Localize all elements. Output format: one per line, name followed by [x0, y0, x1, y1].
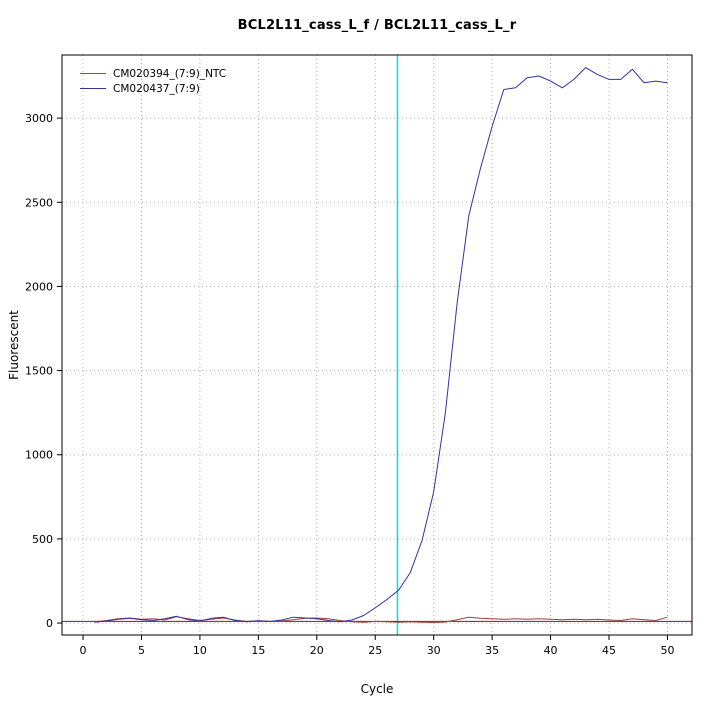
x-tick-label: 15 — [251, 644, 265, 657]
x-tick-label: 30 — [427, 644, 441, 657]
legend-line-swatch-sample — [80, 88, 106, 89]
x-tick-label: 35 — [485, 644, 499, 657]
x-tick-label: 40 — [544, 644, 558, 657]
y-tick-label: 1500 — [25, 365, 53, 378]
legend-label-ntc: CM020394_(7:9)_NTC — [113, 67, 227, 80]
series-line-0 — [94, 616, 668, 623]
y-tick-label: 500 — [32, 533, 53, 546]
y-tick-label: 1000 — [25, 449, 53, 462]
x-tick-label: 5 — [138, 644, 145, 657]
x-tick-label: 25 — [368, 644, 382, 657]
y-tick-label: 2500 — [25, 196, 53, 209]
y-tick-label: 0 — [46, 617, 53, 630]
legend: CM020394_(7:9)_NTC CM020437_(7:9) — [80, 66, 226, 96]
legend-entry-sample: CM020437_(7:9) — [80, 81, 226, 96]
x-tick-label: 0 — [80, 644, 87, 657]
legend-label-sample: CM020437_(7:9) — [113, 82, 200, 95]
chart-title: BCL2L11_cass_L_f / BCL2L11_cass_L_r — [237, 18, 517, 33]
plot-border — [61, 54, 693, 636]
y-tick-label: 2000 — [25, 280, 53, 293]
x-tick-label: 45 — [602, 644, 616, 657]
x-tick-label: 20 — [310, 644, 324, 657]
y-tick-label: 3000 — [25, 112, 53, 125]
legend-line-swatch-ntc — [80, 73, 106, 74]
x-axis-label: Cycle — [360, 682, 394, 696]
legend-entry-ntc: CM020394_(7:9)_NTC — [80, 66, 226, 81]
series-line-1 — [94, 67, 668, 623]
x-tick-label: 10 — [193, 644, 207, 657]
y-axis-label: Fluorescent — [7, 310, 21, 380]
x-tick-label: 50 — [660, 644, 674, 657]
